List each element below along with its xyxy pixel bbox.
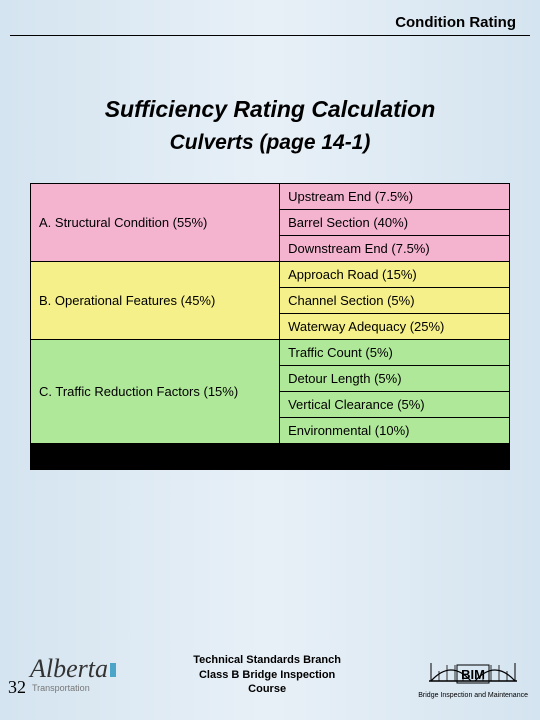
section-c-row-2: Vertical Clearance (5%) [280,392,510,418]
alberta-accent-icon [110,663,116,677]
bridge-icon: BIM [427,651,519,691]
section-a-label: A. Structural Condition (55%) [31,184,280,262]
section-b-row-1: Channel Section (5%) [280,288,510,314]
page-number: 32 [8,677,26,720]
section-b-row-0: Approach Road (15%) [280,262,510,288]
page-header: Condition Rating [10,0,530,36]
section-a-row-1: Barrel Section (40%) [280,210,510,236]
header-title: Condition Rating [395,14,516,31]
sufficiency-table: A. Structural Condition (55%) Upstream E… [30,183,510,470]
alberta-subtext: Transportation [32,683,90,693]
alberta-logo: Alberta Transportation [30,657,116,692]
title-line-1: Sufficiency Rating Calculation [30,96,510,123]
main-content: Sufficiency Rating Calculation Culverts … [0,36,540,470]
section-b-label: B. Operational Features (45%) [31,262,280,340]
bim-text: BIM [461,667,485,682]
footer-line-1: Technical Standards Branch [116,653,418,668]
section-c-row-0: Traffic Count (5%) [280,340,510,366]
section-c-label: C. Traffic Reduction Factors (15%) [31,340,280,444]
section-c-row-1: Detour Length (5%) [280,366,510,392]
section-b-row-2: Waterway Adequacy (25%) [280,314,510,340]
alberta-text: Alberta [30,654,108,683]
title-line-2: Culverts (page 14-1) [30,131,510,155]
alberta-wordmark: Alberta [30,657,116,680]
bim-logo: BIM Bridge Inspection and Maintenance [418,651,528,699]
section-c-row-3: Environmental (10%) [280,418,510,444]
section-a-row-2: Downstream End (7.5%) [280,236,510,262]
page-footer: 32 Alberta Transportation Technical Stan… [0,630,540,720]
footer-line-3: Course [116,682,418,697]
footer-line-2: Class B Bridge Inspection [116,668,418,683]
section-a-row-0: Upstream End (7.5%) [280,184,510,210]
footer-center: Technical Standards Branch Class B Bridg… [116,653,418,698]
formula-row: Sufficiency Rating = A + B - C [31,444,510,470]
bim-caption: Bridge Inspection and Maintenance [418,692,528,699]
